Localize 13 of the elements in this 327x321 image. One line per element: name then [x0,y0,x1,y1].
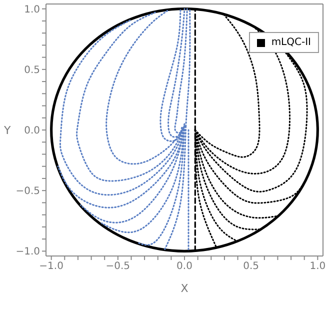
y-tick-label: −1.0 [16,246,40,258]
x-tick-label: 1.0 [310,261,326,272]
y-axis-title: Y [3,124,11,137]
y-tick-label: 1.0 [24,4,40,16]
x-axis-title: X [180,282,189,295]
x-tick-label: −0.5 [106,261,130,272]
legend-label: mLQC-II [271,37,311,48]
x-tick-label: −1.0 [39,261,64,272]
x-tick-label: 0.0 [176,261,192,272]
y-tick-label: −0.5 [16,186,40,198]
y-tick-label: 0.5 [24,64,40,76]
x-tick-label: 0.5 [243,261,260,272]
y-tick-label: 0.0 [24,126,40,137]
